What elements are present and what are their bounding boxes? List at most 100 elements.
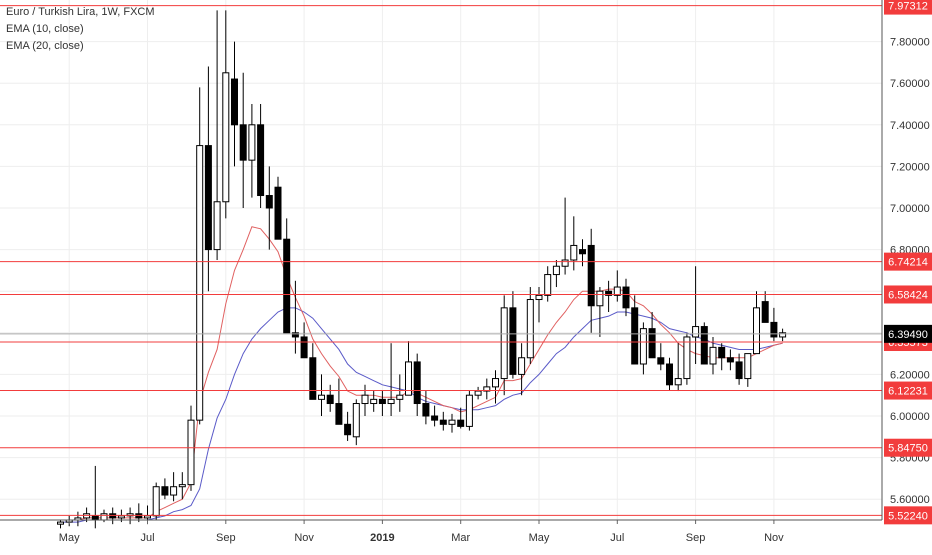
legend-symbol: Euro / Turkish Lira, 1W, FXCM bbox=[6, 6, 155, 18]
candle-body bbox=[300, 336, 308, 359]
candle-body bbox=[239, 124, 247, 161]
candles bbox=[57, 10, 787, 529]
candle-body bbox=[396, 394, 404, 400]
candle-body bbox=[552, 265, 560, 276]
candle-body bbox=[152, 486, 160, 517]
candle-body bbox=[405, 361, 412, 396]
x-tick-label: Jul bbox=[140, 532, 154, 544]
last-price-tag-label: 6.39490 bbox=[888, 329, 928, 341]
level-tag-label: 6.12231 bbox=[888, 386, 928, 398]
candle-body bbox=[709, 346, 717, 365]
y-tick-label: 5.60000 bbox=[890, 494, 930, 506]
candle-body bbox=[761, 301, 769, 323]
last-price-tag bbox=[884, 324, 932, 343]
candle-body bbox=[605, 290, 613, 296]
y-tick-label: 6.20000 bbox=[890, 369, 930, 381]
legend-ema10: EMA (10, close) bbox=[6, 23, 84, 35]
candle-body bbox=[291, 332, 299, 338]
y-tick-label: 6.00000 bbox=[890, 411, 930, 423]
x-tick-label: May bbox=[59, 532, 80, 544]
candle-body bbox=[204, 145, 212, 251]
chart-legend: Euro / Turkish Lira, 1W, FXCM EMA (10, c… bbox=[6, 4, 155, 55]
level-tag bbox=[884, 381, 932, 400]
candle-body bbox=[335, 403, 343, 425]
level-tag bbox=[884, 506, 932, 525]
candle-body bbox=[561, 259, 569, 267]
candle-body bbox=[309, 357, 317, 400]
level-tag-label: 7.97312 bbox=[888, 1, 928, 13]
candle-body bbox=[657, 357, 665, 365]
legend-ema20: EMA (20, close) bbox=[6, 40, 84, 52]
x-tick-label: Nov bbox=[294, 532, 314, 544]
candle-body bbox=[570, 244, 578, 261]
candle-body bbox=[770, 321, 778, 338]
candle-body bbox=[361, 394, 369, 405]
candle-body bbox=[500, 307, 508, 380]
candle-body bbox=[213, 201, 221, 251]
candle-body bbox=[544, 274, 552, 296]
candle-body bbox=[117, 515, 125, 519]
candle-body bbox=[431, 415, 439, 421]
y-tick-label: 7.40000 bbox=[890, 120, 930, 132]
candle-body bbox=[509, 307, 517, 375]
candle-body bbox=[744, 353, 752, 380]
candle-body bbox=[248, 124, 256, 161]
candle-body bbox=[474, 390, 482, 396]
candle-body bbox=[326, 394, 334, 405]
candle-body bbox=[613, 286, 621, 296]
y-tick-label: 7.60000 bbox=[890, 78, 930, 90]
x-tick-label: May bbox=[529, 532, 550, 544]
candle-body bbox=[631, 307, 639, 365]
candle-body bbox=[683, 336, 691, 380]
candle-body bbox=[518, 357, 526, 375]
ema20-path bbox=[60, 307, 783, 523]
candle-body bbox=[161, 486, 169, 496]
horizontal-levels bbox=[0, 5, 882, 516]
candle-body bbox=[170, 486, 178, 496]
x-tick-label: 2019 bbox=[370, 532, 394, 544]
candle-body bbox=[457, 419, 465, 427]
candle-body bbox=[753, 307, 760, 355]
price-tags: 7.973126.742146.584246.355736.122315.847… bbox=[884, 0, 932, 525]
candle-body bbox=[465, 394, 473, 427]
candle-body bbox=[196, 145, 204, 421]
level-tag-label: 6.58424 bbox=[888, 289, 928, 301]
candle-body bbox=[257, 124, 265, 197]
y-tick-label: 7.00000 bbox=[890, 203, 930, 215]
axes: 5.600005.800006.000006.200006.400006.600… bbox=[0, 0, 930, 544]
candle-body bbox=[265, 195, 273, 209]
candle-body bbox=[674, 378, 682, 386]
level-tag bbox=[884, 0, 932, 15]
candle-body bbox=[492, 378, 499, 388]
level-tag-label: 5.52240 bbox=[888, 510, 928, 522]
candle-body bbox=[779, 332, 787, 338]
candle-body bbox=[231, 78, 238, 126]
candle-body bbox=[378, 398, 386, 405]
ema10-line bbox=[60, 226, 783, 521]
candle-body bbox=[726, 357, 734, 363]
candle-body bbox=[283, 238, 291, 334]
candle-body bbox=[187, 419, 195, 486]
candle-body bbox=[639, 328, 647, 365]
candle-body bbox=[622, 286, 630, 309]
candle-body bbox=[91, 515, 99, 521]
level-tag bbox=[884, 438, 932, 457]
candle-body bbox=[666, 363, 673, 386]
level-tag-label: 6.74214 bbox=[888, 257, 928, 269]
level-tag bbox=[884, 285, 932, 304]
candle-body bbox=[57, 521, 64, 525]
candle-body bbox=[222, 72, 230, 203]
candle-body bbox=[178, 484, 186, 488]
candle-body bbox=[535, 294, 543, 301]
grid-lines bbox=[0, 0, 882, 520]
candle-body bbox=[700, 326, 708, 365]
y-tick-label: 7.20000 bbox=[890, 161, 930, 173]
candle-body bbox=[439, 419, 447, 425]
candle-body bbox=[274, 186, 282, 240]
candle-body bbox=[587, 244, 595, 307]
ema10-path bbox=[60, 226, 783, 521]
candle-body bbox=[648, 328, 656, 359]
candle-body bbox=[526, 299, 534, 359]
